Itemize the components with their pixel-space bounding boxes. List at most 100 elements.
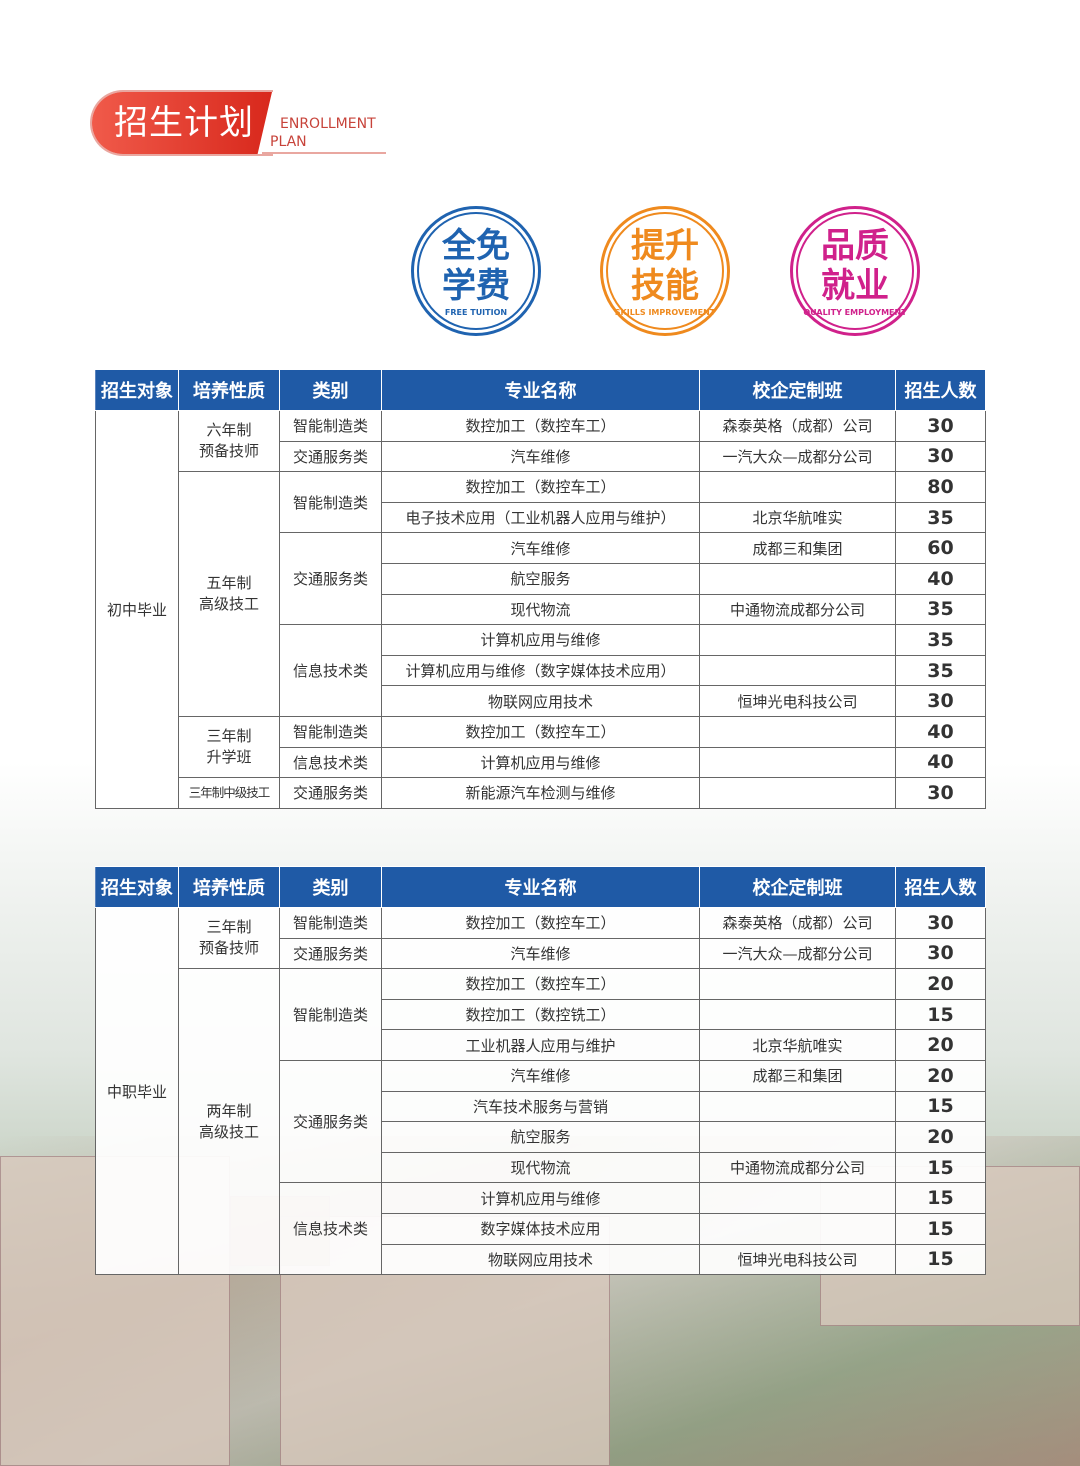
enrollment-plan-logo: 招生计划 ENROLLMENT PLAN xyxy=(90,90,387,156)
partner-cell xyxy=(699,777,896,809)
quota-cell: 20 xyxy=(895,1059,986,1092)
quota-cell: 20 xyxy=(895,968,986,1000)
table-row: 三年制中级技工 交通服务类 新能源汽车检测与维修 30 xyxy=(96,777,986,809)
column-header: 校企定制班 xyxy=(699,866,896,908)
target-cell: 中职毕业 xyxy=(95,906,179,1276)
category-cell: 交通服务类 xyxy=(279,440,382,473)
quota-cell: 30 xyxy=(895,410,986,442)
column-header: 招生对象 xyxy=(95,369,179,411)
major-cell: 计算机应用与维修 xyxy=(381,746,700,779)
badge-0: 全免 学费 FREE TUITION xyxy=(411,206,541,336)
partner-cell: 恒坤光电科技公司 xyxy=(699,685,896,717)
major-cell: 汽车维修 xyxy=(381,1059,700,1092)
quota-cell: 35 xyxy=(895,593,986,626)
partner-cell: 森泰英格（成都）公司 xyxy=(699,410,896,442)
column-header: 招生对象 xyxy=(95,866,179,908)
major-cell: 电子技术应用（工业机器人应用与维护） xyxy=(381,501,700,534)
category-cell: 信息技术类 xyxy=(279,1182,382,1276)
table-row: 现代物流 中通物流成都分公司 15 xyxy=(96,1151,986,1184)
partner-cell xyxy=(699,968,896,1000)
quota-cell: 40 xyxy=(895,715,986,748)
badge-line1: 全免 xyxy=(442,225,510,266)
category-cell: 智能制造类 xyxy=(279,410,382,442)
column-header: 类别 xyxy=(279,866,382,908)
enrollment-table-2: 招生对象 培养性质 类别 专业名称 校企定制班 招生人数 中职毕业 三年制 预备技师 智能制造类… xyxy=(95,866,986,1276)
major-cell: 汽车维修 xyxy=(381,440,700,473)
partner-cell: 一汽大众—成都分公司 xyxy=(699,440,896,473)
major-cell: 数控加工（数控车工） xyxy=(381,471,700,503)
badge-en: FREE TUITION xyxy=(444,307,508,317)
quota-cell: 40 xyxy=(895,746,986,779)
column-header: 校企定制班 xyxy=(699,369,896,411)
badge-line1: 提升 xyxy=(631,225,699,266)
column-header: 培养性质 xyxy=(178,866,280,908)
nature-cell: 五年制 高级技工 xyxy=(178,471,280,717)
major-cell: 数控加工（数控车工） xyxy=(381,907,700,939)
enrollment-table-1: 招生对象 培养性质 类别 专业名称 校企定制班 招生人数 初中毕业 六年制 预备技师 智能制造类… xyxy=(95,369,986,809)
badge-line2: 就业 xyxy=(821,265,889,306)
partner-cell xyxy=(699,1212,896,1245)
partner-cell xyxy=(699,746,896,779)
column-header: 培养性质 xyxy=(178,369,280,411)
quota-cell: 35 xyxy=(895,624,986,656)
category-cell: 智能制造类 xyxy=(279,715,382,748)
partner-cell xyxy=(699,715,896,748)
badge-en: QUALITY EMPLOYMENT xyxy=(803,307,907,317)
badge-line2: 技能 xyxy=(631,265,699,306)
table-row: 航空服务 20 xyxy=(96,1121,986,1153)
quota-cell: 15 xyxy=(895,1090,986,1123)
table-row: 交通服务类 汽车维修 成都三和集团 60 xyxy=(96,532,986,626)
nature-cell: 三年制 升学班 xyxy=(178,715,280,779)
column-header: 专业名称 xyxy=(381,369,700,411)
category-cell: 交通服务类 xyxy=(279,777,382,809)
quota-cell: 15 xyxy=(895,1151,986,1184)
badge-line1: 品质 xyxy=(821,225,889,266)
table-row: 两年制 高级技工 智能制造类 数控加工（数控车工） 20 xyxy=(96,968,986,1276)
logo-title-en-2: PLAN xyxy=(270,134,307,150)
table-row: 工业机器人应用与维护 北京华航唯实 20 xyxy=(96,1029,986,1061)
quota-cell: 30 xyxy=(895,440,986,473)
badge-en: SKILLS IMPROVEMENT xyxy=(614,307,716,317)
major-cell: 数控加工（数控车工） xyxy=(381,968,700,1000)
table-row: 信息技术类 计算机应用与维修 15 xyxy=(96,1182,986,1276)
major-cell: 计算机应用与维修（数字媒体技术应用） xyxy=(381,654,700,687)
table-row: 数字媒体技术应用 15 xyxy=(96,1212,986,1245)
partner-cell: 一汽大众—成都分公司 xyxy=(699,937,896,970)
major-cell: 数控加工（数控铣工） xyxy=(381,998,700,1031)
quota-cell: 30 xyxy=(895,907,986,939)
partner-cell: 成都三和集团 xyxy=(699,1059,896,1092)
quota-cell: 35 xyxy=(895,501,986,534)
logo-title-en: ENROLLMENT xyxy=(280,116,376,132)
partner-cell: 恒坤光电科技公司 xyxy=(699,1243,896,1276)
badge-line2: 学费 xyxy=(442,265,510,306)
table-row: 电子技术应用（工业机器人应用与维护） 北京华航唯实 35 xyxy=(96,501,986,534)
major-cell: 数控加工（数控车工） xyxy=(381,715,700,748)
partner-cell: 北京华航唯实 xyxy=(699,501,896,534)
quota-cell: 60 xyxy=(895,532,986,564)
category-cell: 交通服务类 xyxy=(279,532,382,626)
partner-cell xyxy=(699,654,896,687)
partner-cell xyxy=(699,1121,896,1153)
partner-cell xyxy=(699,624,896,656)
table-row: 物联网应用技术 恒坤光电科技公司 15 xyxy=(96,1243,986,1276)
table-row: 中职毕业 三年制 预备技师 智能制造类 数控加工（数控车工） 森泰英格（成都）公司 30 xyxy=(95,906,986,1276)
quota-cell: 20 xyxy=(895,1029,986,1061)
table-row: 五年制 高级技工 智能制造类 数控加工（数控车工） 80 xyxy=(96,471,986,717)
partner-cell xyxy=(699,1090,896,1123)
category-cell: 交通服务类 xyxy=(279,1059,382,1184)
category-cell: 智能制造类 xyxy=(279,471,382,534)
quota-cell: 30 xyxy=(895,777,986,809)
table-row: 交通服务类 汽车维修 一汽大众—成都分公司 30 xyxy=(96,937,986,970)
table-row: 初中毕业 六年制 预备技师 智能制造类 数控加工（数控车工） 森泰英格（成都）公司 30 xyxy=(95,409,986,809)
partner-cell: 森泰英格（成都）公司 xyxy=(699,907,896,939)
nature-cell: 六年制 预备技师 xyxy=(178,409,280,473)
table-row: 信息技术类 计算机应用与维修 40 xyxy=(96,746,986,779)
header-row: 招生对象 培养性质 类别 专业名称 校企定制班 招生人数 xyxy=(95,369,986,411)
logo-title-cn: 招生计划 xyxy=(92,92,272,154)
nature-cell: 两年制 高级技工 xyxy=(178,968,280,1276)
column-header: 类别 xyxy=(279,369,382,411)
major-cell: 计算机应用与维修 xyxy=(381,1182,700,1214)
partner-cell: 北京华航唯实 xyxy=(699,1029,896,1061)
major-cell: 物联网应用技术 xyxy=(381,685,700,717)
table-row: 交通服务类 汽车维修 一汽大众—成都分公司 30 xyxy=(96,440,986,473)
